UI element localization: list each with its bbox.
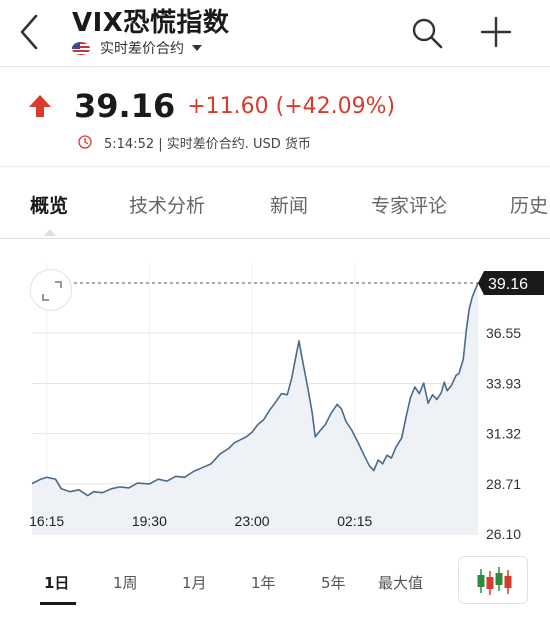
active-tab-indicator xyxy=(44,229,56,236)
us-flag-icon xyxy=(72,41,90,55)
last-value-tag: 39.16 xyxy=(478,271,544,295)
instrument-type-selector[interactable]: 实时差价合约 xyxy=(72,38,202,58)
y-tick-label: 36.55 xyxy=(486,325,521,341)
price-row: 39.16 +11.60 (+42.09%) xyxy=(28,84,395,128)
tab-expert-commentary[interactable]: 专家评论 xyxy=(371,195,448,217)
tab-news[interactable]: 新闻 xyxy=(270,195,309,217)
chevron-down-icon xyxy=(192,45,202,51)
plus-icon xyxy=(480,16,512,48)
tabs-divider xyxy=(0,238,550,239)
up-arrow-icon xyxy=(29,95,51,117)
header-divider xyxy=(0,66,550,67)
price-line xyxy=(31,282,479,497)
last-price: 39.16 xyxy=(74,87,176,125)
y-tick-label: 31.32 xyxy=(486,426,521,442)
range-max[interactable]: 最大值 xyxy=(378,574,424,592)
price-divider xyxy=(0,166,550,167)
search-button[interactable] xyxy=(410,16,444,50)
price-chart-svg: 36.55 33.93 31.32 28.71 26.10 39.16 16:15 19:30… xyxy=(29,263,544,542)
page-title: VIX恐慌指数 xyxy=(72,8,230,38)
y-tick-label: 33.93 xyxy=(486,376,521,392)
last-value-label: 39.16 xyxy=(488,276,528,293)
section-tabs: 概览 技术分析 新闻 专家评论 历史 xyxy=(0,167,550,239)
x-tick-label: 19:30 xyxy=(132,513,167,529)
range-1m[interactable]: 1月 xyxy=(182,574,207,592)
tab-history[interactable]: 历史 xyxy=(510,195,549,217)
tab-overview[interactable]: 概览 xyxy=(30,195,69,217)
price-change: +11.60 (+42.09%) xyxy=(187,93,396,119)
clock-icon xyxy=(78,135,92,149)
candlestick-toggle-button[interactable] xyxy=(458,556,528,604)
expand-chart-button[interactable] xyxy=(30,269,72,311)
x-tick-label: 16:15 xyxy=(29,513,64,529)
app-header: VIX恐慌指数 实时差价合约 xyxy=(0,0,550,66)
quote-time-row: 5:14:52 | 实时差价合约. USD 货币 xyxy=(78,132,311,152)
candlestick-icon xyxy=(477,567,512,595)
tab-technical-analysis[interactable]: 技术分析 xyxy=(129,195,206,217)
price-chart[interactable]: 36.55 33.93 31.32 28.71 26.10 39.16 16:15 19:30… xyxy=(0,239,550,549)
time-range-selector: 1日 1周 1月 1年 5年 最大值 xyxy=(0,554,550,614)
area-fill xyxy=(32,283,478,534)
y-tick-label: 26.10 xyxy=(486,526,521,542)
x-tick-label: 02:15 xyxy=(337,513,372,529)
instrument-type-label: 实时差价合约 xyxy=(100,41,184,57)
range-5y[interactable]: 5年 xyxy=(321,574,346,592)
back-chevron-icon xyxy=(20,14,38,50)
add-to-watchlist-button[interactable] xyxy=(478,14,514,50)
search-icon xyxy=(412,18,443,49)
expand-icon xyxy=(42,281,62,301)
range-1y[interactable]: 1年 xyxy=(251,574,276,592)
y-tick-label: 28.71 xyxy=(486,476,521,492)
range-1d[interactable]: 1日 xyxy=(44,574,70,592)
quote-time-info: 5:14:52 | 实时差价合约. USD 货币 xyxy=(104,136,311,152)
active-range-underline xyxy=(40,602,76,605)
range-1w[interactable]: 1周 xyxy=(113,574,138,592)
last-value-tag-bg xyxy=(478,271,544,295)
back-button[interactable] xyxy=(14,12,44,52)
x-tick-label: 23:00 xyxy=(235,513,270,529)
